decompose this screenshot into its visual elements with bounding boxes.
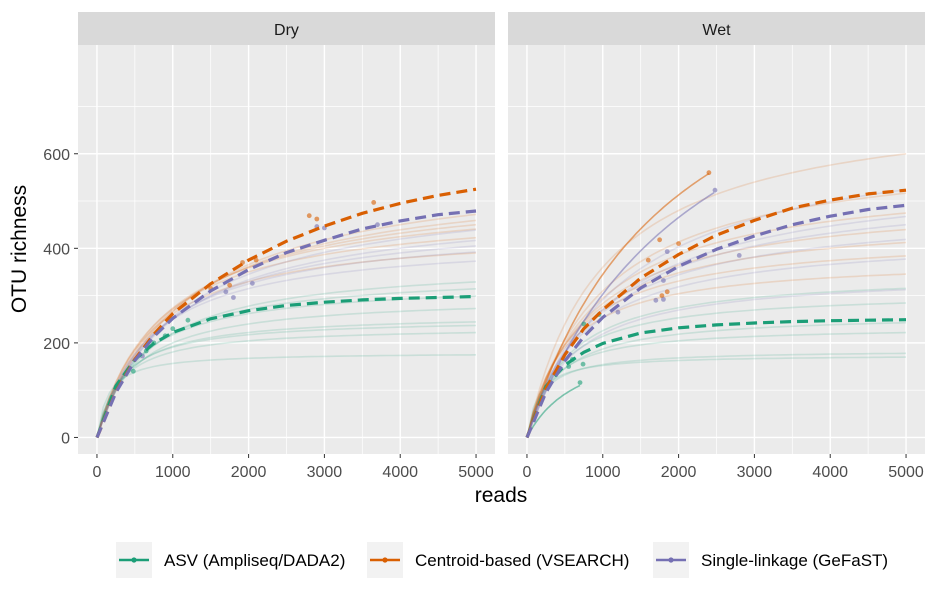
sample-endpoint-single	[736, 253, 742, 258]
sample-endpoint-centroid	[645, 257, 651, 263]
x-tick-label: 4000	[812, 464, 848, 481]
sample-curve-centroid	[526, 172, 710, 438]
panel-dry: Dry 0 1000 2000 3000 4000 5000 0 200 400 600	[43, 12, 495, 481]
y-tick-label: 600	[43, 147, 70, 164]
sample-curve-centroid	[526, 273, 907, 438]
sample-endpoint-asv	[581, 321, 587, 327]
sample-curve-centroid	[526, 192, 907, 438]
x-tick-label: 0	[93, 464, 102, 481]
sample-endpoint-centroid	[657, 237, 663, 243]
sample-endpoint-single	[223, 289, 229, 295]
sample-curve-single	[526, 258, 907, 438]
panel-strip-dry	[78, 12, 495, 45]
x-tick-label: 1000	[155, 464, 191, 481]
sample-curve-centroid	[526, 241, 907, 438]
x-tick-label: 4000	[382, 464, 418, 481]
mean-curve-centroid	[525, 188, 907, 439]
panel-strip-wet	[508, 12, 925, 45]
sample-curve-centroid	[96, 236, 477, 438]
x-axis-label: reads	[475, 484, 528, 507]
mean-curve-single	[95, 209, 477, 439]
sample-curve-asv	[526, 287, 907, 438]
sample-curve-centroid	[96, 223, 477, 438]
sample-endpoint-single	[653, 297, 659, 303]
sample-curve-single	[526, 223, 907, 438]
sample-endpoint-single	[712, 187, 718, 193]
legend-point-asv	[131, 557, 137, 563]
legend-label-centroid: Centroid-based (VSEARCH)	[415, 551, 629, 570]
sample-endpoint-asv	[170, 326, 176, 332]
legend-label-asv: ASV (Ampliseq/DADA2)	[164, 551, 345, 570]
sample-curve-single	[526, 288, 907, 438]
sample-curve-asv	[96, 331, 477, 438]
y-axis-label: OTU richness	[8, 185, 31, 313]
sample-endpoint-centroid	[371, 200, 377, 205]
sample-curve-asv	[96, 354, 477, 438]
sample-curve-centroid	[526, 153, 907, 438]
sample-endpoint-asv	[130, 368, 136, 374]
sample-curve-centroid	[96, 228, 477, 438]
sample-curve-centroid	[96, 252, 477, 438]
sample-endpoint-centroid	[314, 216, 320, 222]
sample-curve-asv	[96, 324, 477, 438]
sample-endpoint-single	[661, 296, 666, 302]
sample-endpoint-asv	[577, 380, 583, 386]
sample-endpoint-centroid	[227, 282, 233, 288]
legend-point-single	[668, 557, 674, 563]
y-tick-label: 400	[43, 241, 70, 258]
sample-curve-asv	[526, 331, 907, 438]
sample-endpoint-centroid	[706, 170, 712, 176]
sample-endpoint-single	[661, 278, 666, 283]
mean-curve-single	[525, 203, 907, 439]
x-tick-label: 3000	[737, 464, 773, 481]
x-tick-label: 0	[523, 464, 532, 481]
sample-curve-centroid	[526, 255, 907, 438]
sample-curve-asv	[526, 302, 907, 438]
panels-group: Dry 0 1000 2000 3000 4000 5000 0 200 400 600 Wet 0 10…	[43, 12, 925, 481]
panel-title-dry: Dry	[274, 22, 299, 39]
x-tick-label: 1000	[585, 464, 621, 481]
legend-label-single: Single-linkage (GeFaST)	[701, 551, 888, 570]
sample-curve-asv	[96, 281, 477, 438]
sample-endpoint-centroid	[306, 213, 312, 219]
legend-item-single: Single-linkage (GeFaST)	[653, 542, 888, 578]
sample-curve-centroid	[526, 228, 907, 438]
y-tick-label: 200	[43, 336, 70, 353]
x-tick-label: 5000	[888, 464, 924, 481]
sample-curve-centroid	[96, 213, 477, 438]
x-tick-label: 2000	[661, 464, 697, 481]
sample-curve-single	[526, 238, 907, 438]
x-tick-label: 3000	[307, 464, 343, 481]
legend: ASV (Ampliseq/DADA2) Centroid-based (VSEA…	[116, 542, 888, 578]
sample-endpoint-single	[664, 249, 670, 255]
sample-endpoint-asv	[185, 317, 191, 323]
sample-endpoint-centroid	[664, 289, 670, 295]
sample-endpoint-single	[375, 222, 380, 228]
x-tick-label: 2000	[231, 464, 267, 481]
sample-curve-asv	[526, 384, 581, 438]
x-tick-label: 5000	[458, 464, 494, 481]
legend-point-centroid	[382, 557, 388, 563]
sample-curve-asv	[96, 321, 477, 438]
y-tick-label: 0	[61, 430, 70, 447]
panel-title-wet: Wet	[702, 22, 731, 39]
sample-endpoint-single	[231, 295, 236, 300]
sample-endpoint-single	[615, 309, 621, 315]
sample-curve-asv	[526, 356, 907, 438]
sample-endpoint-asv	[566, 364, 572, 369]
sample-curve-asv	[96, 307, 477, 438]
sample-curve-asv	[526, 352, 907, 438]
panel-wet: Wet 0 1000 2000 3000 4000 5000	[508, 12, 925, 481]
sample-curve-asv	[526, 321, 907, 438]
legend-item-centroid: Centroid-based (VSEARCH)	[367, 542, 629, 578]
sample-endpoint-centroid	[676, 241, 681, 246]
sample-endpoint-centroid	[659, 293, 665, 299]
sample-endpoint-single	[249, 280, 255, 286]
sample-endpoint-asv	[580, 361, 586, 367]
legend-item-asv: ASV (Ampliseq/DADA2)	[116, 542, 345, 578]
sample-endpoint-centroid	[253, 257, 259, 263]
sample-curve-centroid	[526, 212, 907, 438]
mean-curve-asv	[525, 318, 907, 439]
